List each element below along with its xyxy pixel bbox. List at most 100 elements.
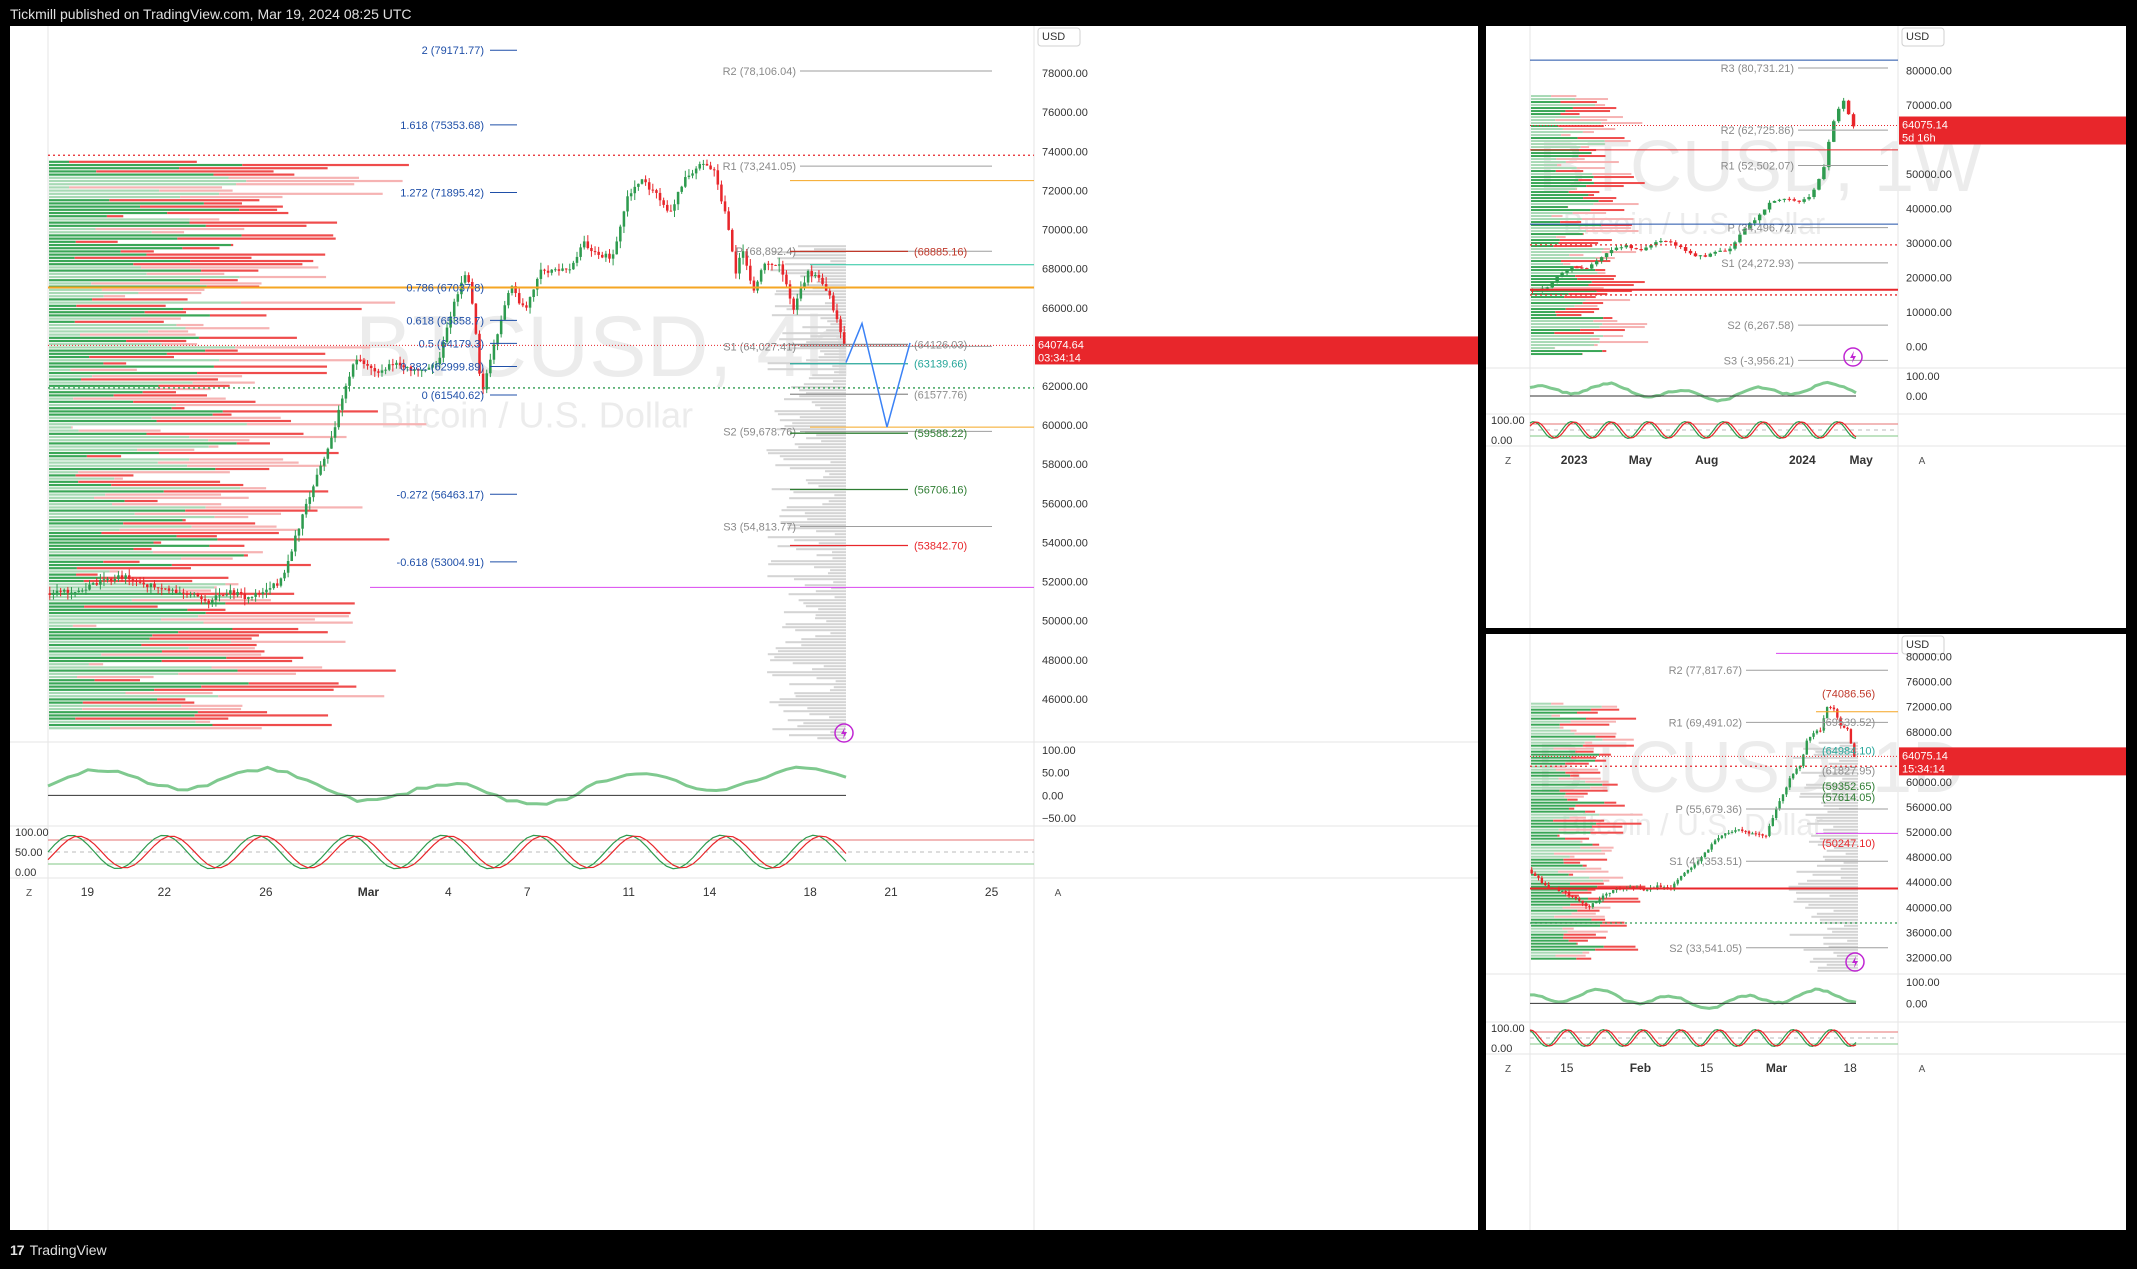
volume-profile-bar — [796, 548, 846, 551]
volume-profile-bar — [779, 698, 846, 701]
price-tick-label: 58000.00 — [1042, 459, 1088, 471]
volume-profile-bar — [1531, 95, 1552, 98]
candle-body — [178, 592, 182, 594]
candle-body — [1659, 240, 1663, 243]
time-tick-label: 26 — [259, 885, 273, 899]
volume-profile-bar — [1562, 936, 1607, 939]
volume-profile-bar — [1573, 266, 1582, 269]
volume-profile-bar — [1531, 723, 1560, 726]
volume-profile-bar — [1531, 747, 1554, 750]
main-4h-chart-panel[interactable]: BTCUSD, 4h Bitcoin / U.S. Dollar 2 (79171.… — [10, 26, 1478, 1230]
candle-body — [294, 535, 297, 552]
pivot-label: S1 (24,272.93) — [1721, 258, 1794, 270]
candle-body — [167, 588, 171, 591]
volume-profile-bar — [1551, 215, 1563, 218]
volume-profile-bar — [49, 394, 114, 397]
candle-body — [655, 190, 658, 193]
volume-profile-bar — [49, 554, 244, 557]
time-tick-label: 19 — [81, 885, 95, 899]
candle-body — [579, 247, 582, 257]
volume-profile-bar — [49, 493, 106, 496]
tradingview-logo-icon[interactable]: 17 — [10, 1242, 25, 1258]
volume-profile-bar — [778, 704, 846, 707]
volume-profile-bar — [1531, 176, 1594, 179]
volume-profile-bar — [772, 728, 846, 731]
volume-profile-bar — [1574, 305, 1598, 308]
candle-body — [1686, 869, 1690, 873]
candle-body — [182, 592, 185, 594]
volume-profile-bar — [101, 653, 262, 656]
volume-profile-bar — [1531, 299, 1586, 302]
candle-body — [619, 226, 622, 242]
candle-body — [662, 200, 665, 205]
candle-body — [48, 593, 52, 595]
volume-profile-bar — [1531, 942, 1577, 945]
volume-profile-bar — [176, 535, 217, 538]
volume-profile-bar — [803, 383, 846, 386]
candle-body — [225, 594, 229, 596]
volume-profile-bar — [1575, 98, 1609, 101]
volume-profile-bar — [1531, 203, 1594, 206]
volume-profile-bar — [807, 482, 846, 485]
volume-profile-bar — [1820, 921, 1858, 924]
volume-profile-bar — [798, 599, 846, 602]
volume-profile-bar — [123, 522, 256, 525]
candle-body — [1683, 872, 1686, 877]
volume-profile-bar — [1808, 840, 1858, 843]
lightning-icon-glyph — [1852, 956, 1858, 968]
volume-profile-bar — [49, 371, 198, 375]
volume-profile-bar — [219, 359, 367, 362]
volume-profile-bar — [1591, 918, 1606, 921]
volume-profile-bar — [1591, 281, 1645, 284]
candle-body — [604, 253, 608, 258]
volume-profile-bar — [1556, 236, 1566, 239]
volume-profile-bar — [86, 455, 122, 458]
volume-profile-bar — [214, 515, 249, 519]
candle-body — [608, 253, 611, 259]
volume-profile-bar — [49, 624, 73, 627]
weekly-chart-panel[interactable]: BTCUSD, 1W Bitcoin / U.S. Dollar R3 (80,73… — [1486, 26, 2126, 628]
candle-body — [1578, 898, 1581, 901]
volume-profile-bar — [182, 519, 186, 522]
candle-body — [528, 297, 532, 308]
volume-profile-bar — [1824, 858, 1858, 861]
candle-body — [1788, 778, 1791, 788]
volume-profile-bar — [1823, 936, 1858, 939]
zoom-toggle-icon: Z — [1505, 456, 1511, 467]
volume-profile-bar — [1531, 344, 1595, 347]
volume-profile-bar — [49, 167, 180, 170]
candle-body — [1628, 886, 1632, 888]
volume-profile-bar — [1531, 110, 1566, 113]
volume-profile-bar — [230, 243, 234, 247]
volume-profile-bar — [148, 330, 189, 333]
candle-body — [153, 583, 156, 588]
volume-profile-bar — [1531, 930, 1568, 933]
volume-profile-bar — [187, 464, 327, 467]
volume-profile-bar — [120, 250, 154, 253]
volume-profile-bar — [1582, 951, 1590, 954]
volume-profile-bar — [1531, 305, 1575, 308]
candle-body — [1708, 253, 1713, 257]
volume-profile-bar — [1592, 173, 1632, 176]
volume-profile-bar — [49, 419, 157, 423]
candle-body — [1727, 832, 1730, 834]
volume-profile-bar — [181, 557, 233, 560]
volume-profile-bar — [49, 192, 220, 195]
volume-profile-bar — [49, 211, 168, 215]
volume-profile-bar — [49, 234, 242, 237]
volume-profile-bar — [1823, 828, 1858, 831]
volume-profile-bar — [1558, 125, 1604, 128]
volume-profile-bar — [126, 339, 187, 343]
volume-profile-bar — [804, 512, 846, 515]
candle-body — [1839, 717, 1842, 726]
volume-profile-bar — [49, 506, 206, 509]
volume-profile-bar — [1531, 786, 1591, 789]
zone-label: (50247.10) — [1822, 838, 1875, 850]
volume-profile-bar — [218, 695, 385, 698]
daily-chart-panel[interactable]: BTCUSD, 1D Bitcoin / U.S. Dollar R2 (77,81… — [1486, 634, 2126, 1230]
volume-profile-bar — [161, 650, 265, 653]
volume-profile-bar — [828, 500, 846, 503]
